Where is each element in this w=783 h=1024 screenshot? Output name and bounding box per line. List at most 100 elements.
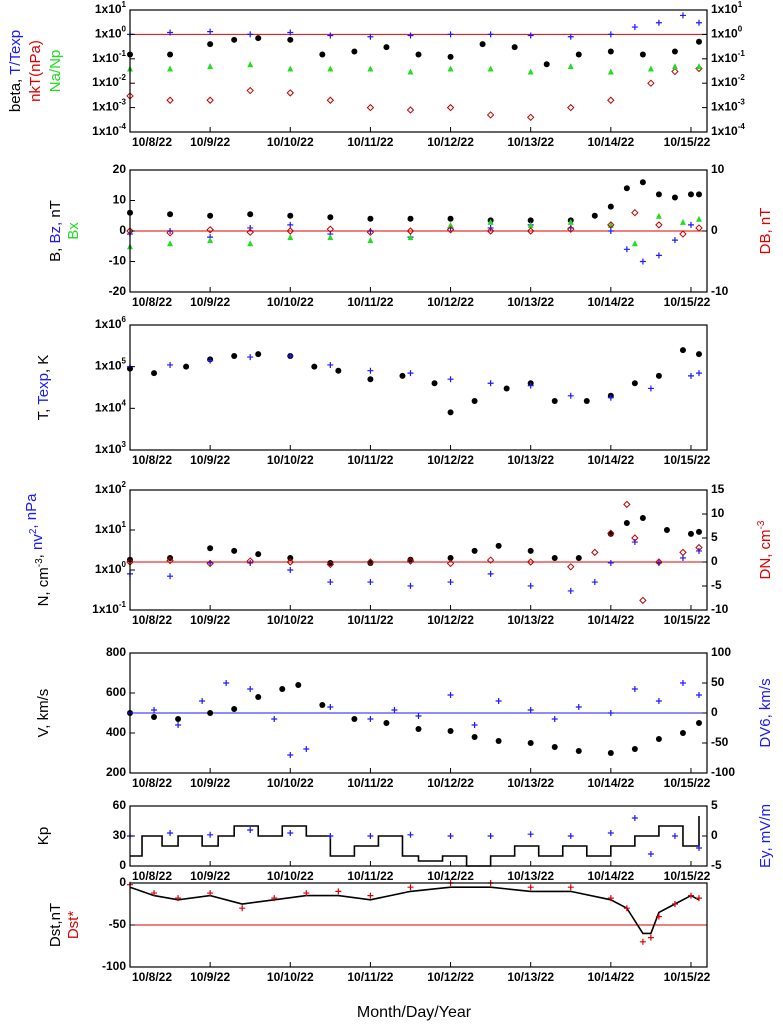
data-point <box>447 554 454 561</box>
data-point <box>679 12 686 19</box>
data-point <box>695 38 702 45</box>
y2-tick-label: -10 <box>711 602 729 616</box>
data-point <box>319 51 326 58</box>
x-tick-label: 10/15/22 <box>664 869 711 883</box>
y2-tick-label: 1x101 <box>711 0 743 16</box>
data-point <box>471 722 478 728</box>
data-point <box>631 815 638 821</box>
data-point <box>407 32 414 39</box>
data-point <box>671 833 678 839</box>
data-point <box>431 380 438 387</box>
data-point <box>671 901 678 907</box>
y2-tick-label: -10 <box>711 284 729 298</box>
data-point <box>526 227 535 235</box>
data-point <box>247 559 254 566</box>
data-point <box>575 748 582 754</box>
y-axis-label: Kp <box>35 827 52 845</box>
data-point <box>695 895 702 902</box>
data-point <box>591 579 598 586</box>
data-point <box>415 726 422 732</box>
data-point <box>607 559 614 566</box>
y2-tick-label: -100 <box>711 765 735 779</box>
data-point <box>167 51 174 58</box>
y-axis-label: T, Texp, K <box>35 355 52 421</box>
data-point <box>631 534 639 542</box>
data-point <box>623 519 630 526</box>
data-point <box>607 529 615 537</box>
x-tick-label: 10/9/22 <box>190 970 230 984</box>
data-point <box>287 830 294 836</box>
data-point <box>447 409 454 416</box>
data-point <box>255 35 262 42</box>
series-kp-line <box>130 816 700 867</box>
x-tick-label: 10/13/22 <box>507 135 554 149</box>
data-point <box>151 707 158 713</box>
data-point <box>327 361 334 368</box>
data-point <box>207 357 214 364</box>
data-point <box>671 48 678 55</box>
data-point <box>527 831 534 838</box>
x-tick-label: 10/13/22 <box>507 869 554 883</box>
data-point <box>247 240 254 247</box>
data-point <box>303 890 310 897</box>
data-point <box>446 226 455 234</box>
data-point <box>326 560 335 569</box>
data-point <box>319 702 326 708</box>
data-point <box>631 24 638 31</box>
data-point <box>567 33 574 40</box>
y2-tick-label: 1x10-3 <box>711 98 745 114</box>
data-point <box>206 559 214 568</box>
data-point <box>175 722 182 728</box>
x-tick-label: 10/10/22 <box>267 970 314 984</box>
data-point <box>695 370 702 377</box>
data-point <box>527 32 534 39</box>
data-point <box>679 548 687 557</box>
data-point <box>287 353 294 360</box>
data-point <box>623 185 630 192</box>
x-tick-label: 10/13/22 <box>507 453 554 467</box>
data-point <box>471 397 478 404</box>
data-point <box>647 79 655 87</box>
y2-tick-label: 10 <box>711 506 725 520</box>
data-point <box>447 579 454 586</box>
data-point <box>695 351 702 358</box>
data-point <box>351 48 358 55</box>
data-point <box>286 227 294 235</box>
x-tick-label: 10/9/22 <box>190 135 230 149</box>
data-point <box>583 397 590 404</box>
series-db <box>126 208 703 238</box>
data-point <box>406 106 415 114</box>
data-point <box>446 103 455 112</box>
y2-tick-label: 15 <box>711 482 725 496</box>
data-point <box>367 579 374 586</box>
x-tick-label: 10/9/22 <box>190 869 230 883</box>
data-point <box>175 895 182 902</box>
x-tick-label: 10/12/22 <box>427 453 474 467</box>
x-tick-label: 10/13/22 <box>507 295 554 309</box>
data-point <box>183 363 190 370</box>
x-tick-label: 10/15/22 <box>664 295 711 309</box>
data-point <box>175 716 182 722</box>
data-point <box>567 225 575 233</box>
data-point <box>607 228 614 234</box>
data-point <box>607 750 614 756</box>
data-point <box>551 716 558 722</box>
x-tick-label: 10/9/22 <box>190 776 230 790</box>
data-point <box>487 570 494 577</box>
data-point <box>367 237 374 244</box>
x-tick-label: 10/11/22 <box>347 970 393 984</box>
series-dn <box>126 500 703 605</box>
y-tick-label: 1x100 <box>95 25 127 41</box>
data-point <box>567 392 574 399</box>
y-tick-label: -50 <box>109 917 127 931</box>
y-tick-label: -100 <box>102 959 126 973</box>
data-point <box>327 65 334 72</box>
data-point <box>687 372 694 379</box>
x-tick-label: 10/8/22 <box>132 295 172 309</box>
data-point <box>207 28 214 35</box>
data-point <box>407 556 414 563</box>
data-point <box>591 548 599 557</box>
data-point <box>207 212 214 219</box>
data-point <box>367 833 374 839</box>
